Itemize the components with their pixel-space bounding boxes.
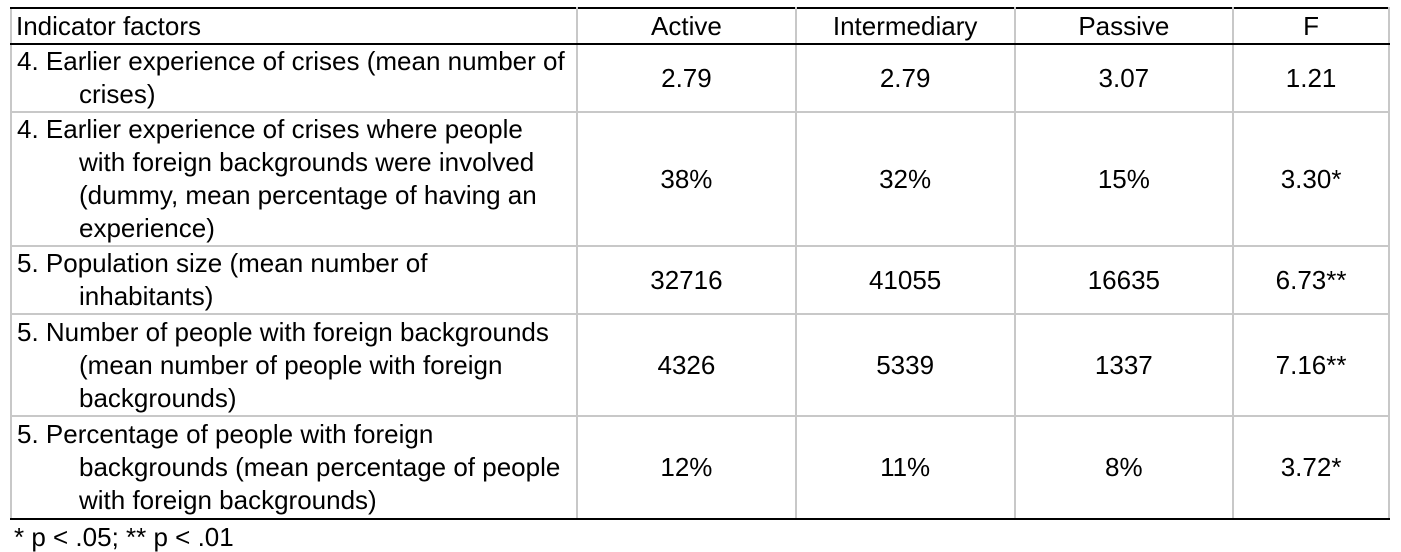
indicator-cell: 5. Population size (mean number of inhab…	[9, 246, 579, 315]
column-header: Indicator factors	[9, 7, 579, 45]
value-cell: 16635	[1013, 246, 1235, 315]
value-cell: 3.72*	[1232, 416, 1390, 520]
value-cell: 2.79	[576, 44, 797, 113]
value-cell: 3.07	[1013, 44, 1235, 113]
value-cell: 1.21	[1232, 44, 1390, 113]
table-row: 5. Population size (mean number of inhab…	[9, 246, 1390, 315]
table-row: 4. Earlier experience of crises (mean nu…	[9, 44, 1390, 113]
column-header: Intermediary	[794, 7, 1016, 45]
value-cell: 4326	[576, 314, 797, 417]
value-cell: 3.30*	[1232, 112, 1390, 247]
column-header: Active	[576, 7, 797, 45]
column-header: Passive	[1013, 7, 1235, 45]
value-cell: 6.73**	[1232, 246, 1390, 315]
value-cell: 32716	[576, 246, 797, 315]
value-cell: 8%	[1013, 416, 1235, 520]
data-table: Indicator factors Active Intermediary Passi…	[9, 7, 1390, 520]
value-cell: 38%	[576, 112, 797, 247]
value-cell: 41055	[794, 246, 1016, 315]
footnote: * p < .05; ** p < .01	[14, 522, 234, 552]
value-cell: 7.16**	[1232, 314, 1390, 417]
value-cell: 1337	[1013, 314, 1235, 417]
table-row: 4. Earlier experience of crises where pe…	[9, 112, 1390, 247]
indicator-cell: 5. Percentage of people with foreign bac…	[9, 416, 579, 520]
value-cell: 15%	[1013, 112, 1235, 247]
table-body: 4. Earlier experience of crises (mean nu…	[9, 44, 1390, 520]
value-cell: 11%	[794, 416, 1016, 520]
value-cell: 32%	[794, 112, 1016, 247]
indicator-cell: 4. Earlier experience of crises (mean nu…	[9, 44, 579, 113]
table-row: 5. Number of people with foreign backgro…	[9, 314, 1390, 417]
indicator-cell: 4. Earlier experience of crises where pe…	[9, 112, 579, 247]
value-cell: 5339	[794, 314, 1016, 417]
value-cell: 12%	[576, 416, 797, 520]
indicator-cell: 5. Number of people with foreign backgro…	[9, 314, 579, 417]
table-row: 5. Percentage of people with foreign bac…	[9, 416, 1390, 520]
column-header: F	[1232, 7, 1390, 45]
header-row: Indicator factors Active Intermediary Passi…	[9, 7, 1390, 45]
page: Indicator factors Active Intermediary Passi…	[9, 7, 1390, 552]
value-cell: 2.79	[794, 44, 1016, 113]
